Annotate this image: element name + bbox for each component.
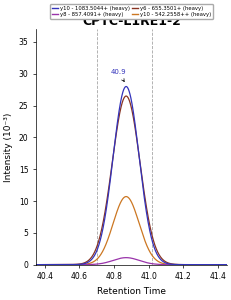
Legend: y10 - 1083.5044+ (heavy), y8 - 857.4091+ (heavy), y6 - 655.3501+ (heavy), y10 - : y10 - 1083.5044+ (heavy), y8 - 857.4091+… (50, 4, 213, 20)
X-axis label: Retention Time: Retention Time (97, 287, 166, 296)
Y-axis label: Intensity (10⁻³): Intensity (10⁻³) (4, 112, 13, 182)
Title: CPTC-L1RE1-2: CPTC-L1RE1-2 (82, 15, 181, 28)
Text: 40.9: 40.9 (110, 69, 126, 82)
